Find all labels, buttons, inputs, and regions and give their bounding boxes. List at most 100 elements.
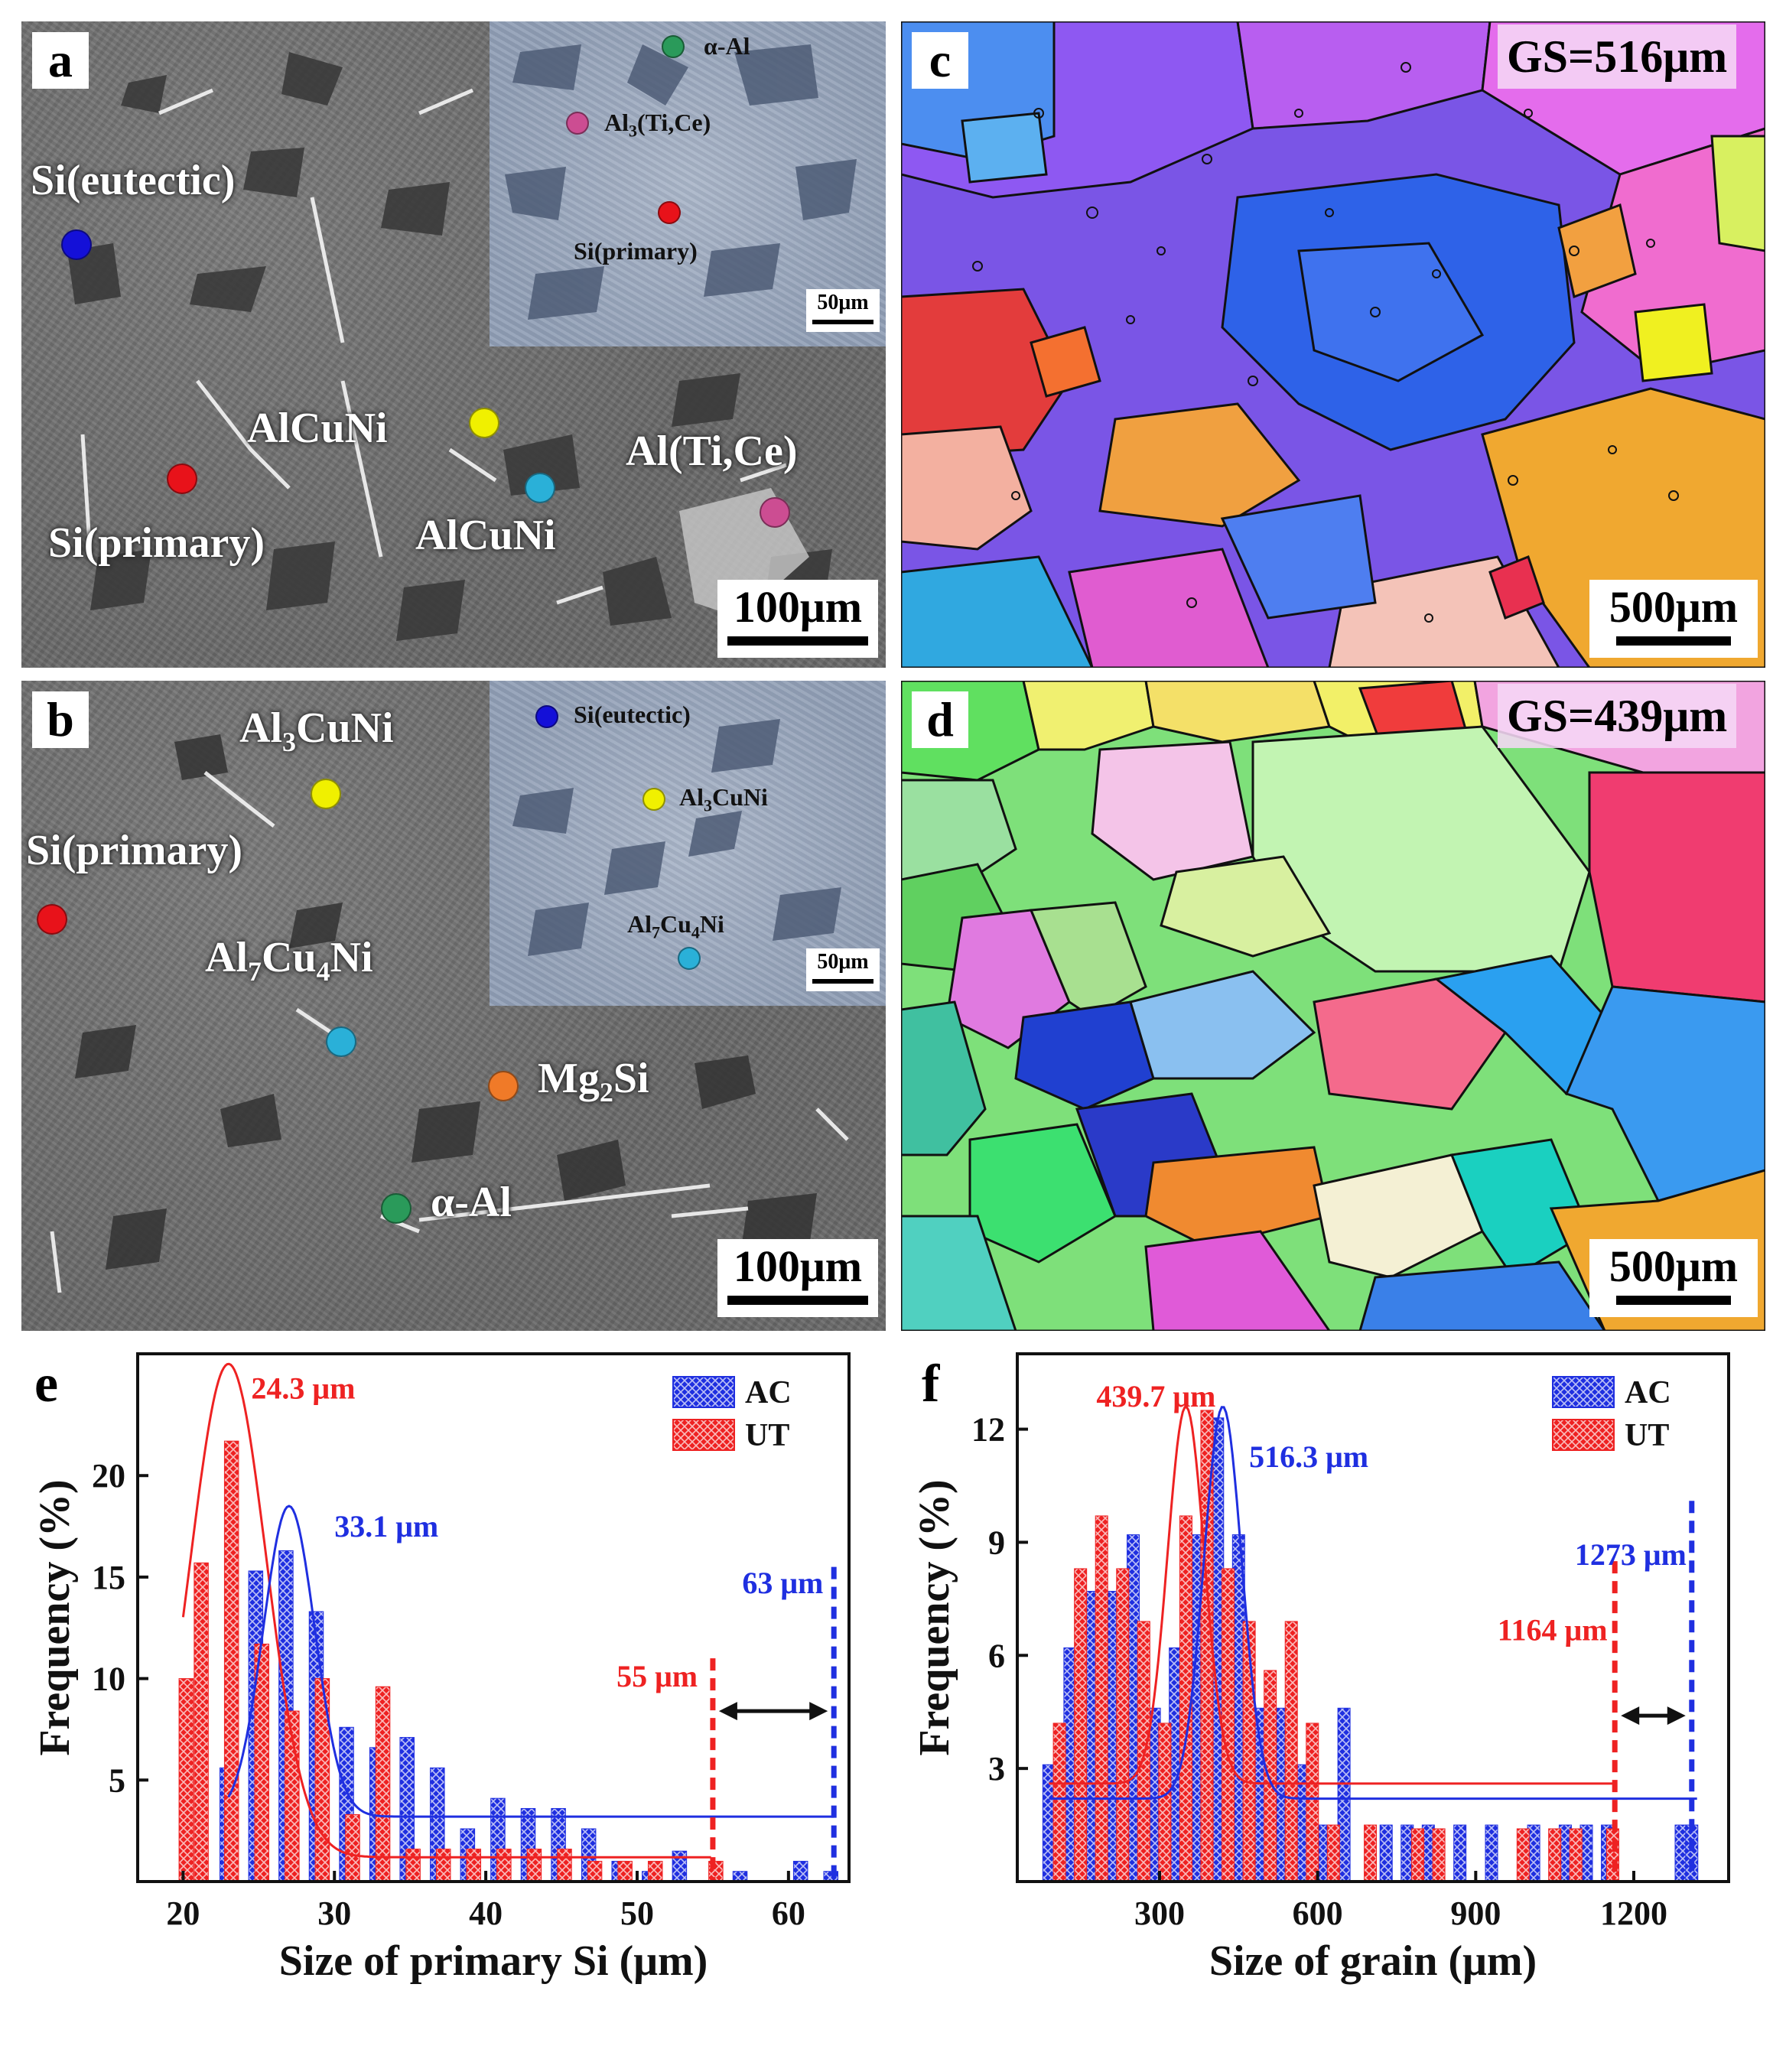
panel-d-ebsd-map: d GS=439μm 500μm: [901, 681, 1765, 1331]
alpha-al-dot: [662, 35, 685, 58]
a-si-eutectic-label: Si(eutectic): [31, 157, 236, 204]
ut-bar: [557, 1849, 572, 1882]
ut-peak-annotation: 24.3 μm: [251, 1371, 355, 1405]
ut-bar: [526, 1849, 542, 1882]
c-scalebar: 500μm: [1589, 580, 1758, 658]
inset-a-al3tice-sub: 3: [629, 121, 637, 141]
inset-b-scale-line: [812, 979, 873, 984]
inset-b-phases: [512, 719, 841, 956]
x-tick-label: 900: [1450, 1895, 1501, 1932]
d-scale-line: [1616, 1296, 1731, 1305]
ac-bar: [1453, 1824, 1467, 1882]
ut-bar: [345, 1813, 360, 1882]
ut-bar: [1074, 1568, 1088, 1882]
y-tick-label: 12: [971, 1411, 1005, 1449]
b-scalebar: 100μm: [717, 1239, 878, 1317]
x-tick-label: 60: [772, 1895, 805, 1932]
ut-bar: [405, 1849, 421, 1882]
range-arrow-right-head: [809, 1702, 828, 1721]
inset-a-scalebar: 50μm: [806, 289, 880, 332]
ut-bar: [375, 1686, 391, 1882]
inset-a-al3tice-rest: (Ti,Ce): [637, 109, 711, 136]
b-mg2si-mg: Mg: [538, 1055, 600, 1102]
ac-peak-annotation: 516.3 μm: [1249, 1439, 1368, 1474]
a-al7cu4ni-ni: Ni: [512, 512, 556, 559]
b-al7cu4ni-cu: Cu: [262, 934, 317, 981]
ebsd-grains-d: [901, 681, 1765, 1331]
panel-b-micrograph: Si(eutectic) Al3CuNi Al7Cu4Ni 50μm b Al3…: [21, 681, 886, 1331]
b-alpha-al-label: α-Al: [431, 1179, 512, 1226]
panel-a-micrograph: α-Al Al3(Ti,Ce) Si(primary) 50μm a Si(eu…: [21, 21, 886, 668]
ac-fit-curve: [1049, 1406, 1697, 1800]
ac-max-annotation: 1273 μm: [1575, 1537, 1687, 1572]
b-al3cuni-dot: [311, 779, 341, 809]
y-tick-label: 3: [988, 1750, 1005, 1787]
inset-a-scale-line: [812, 320, 873, 324]
legend-label-ac: AC: [745, 1375, 792, 1410]
legend-swatch-ut: [1552, 1419, 1615, 1451]
a-al7cu4ni-al: Al: [415, 512, 458, 559]
ut-bar: [647, 1860, 663, 1882]
ut-bar: [1179, 1515, 1192, 1882]
x-axis-label: Size of primary Si (μm): [279, 1937, 708, 1985]
legend-label-ut: UT: [1625, 1418, 1669, 1453]
a-scale-line: [727, 636, 868, 646]
inset-b-scalebar: 50μm: [806, 948, 880, 991]
panel-a-inset: α-Al Al3(Ti,Ce) Si(primary) 50μm: [490, 21, 886, 346]
b-al3cuni-sub: 3: [282, 727, 296, 758]
ut-bar: [1548, 1828, 1562, 1882]
ut-bar: [1364, 1824, 1378, 1882]
y-tick-label: 15: [92, 1559, 125, 1596]
range-arrow-left-head: [718, 1702, 737, 1721]
panel-b-inset: Si(eutectic) Al3CuNi Al7Cu4Ni 50μm: [490, 681, 886, 1006]
ac-bar: [672, 1850, 688, 1882]
d-scalebar: 500μm: [1589, 1239, 1758, 1317]
ut-bar: [1569, 1828, 1583, 1882]
b-al7cu4ni-label: Al7Cu4Ni: [205, 933, 373, 987]
inset-b-al7cu4ni-label: Al7Cu4Ni: [627, 910, 724, 942]
ebsd-grains-c: [901, 21, 1765, 668]
ut-fit-curve: [181, 1362, 711, 1859]
inset-b-si-eutectic-dot: [535, 705, 558, 728]
x-tick-label: 50: [620, 1895, 654, 1932]
legend-label-ac: AC: [1625, 1375, 1671, 1410]
inset-a-al3tice-label: Al3(Ti,Ce): [604, 109, 711, 141]
ut-bar: [587, 1860, 603, 1882]
b-scale-line: [727, 1296, 868, 1305]
chart-f: 300 600 900 1200 3 6 9 12 Size of grain (μm) Freq…: [911, 1352, 1730, 1985]
panel-c-ebsd-map: c GS=516μm 500μm: [901, 21, 1765, 668]
a-si-eutectic-dot: [61, 229, 92, 260]
ut-bar: [617, 1860, 633, 1882]
inset-b-al3cuni-sub: 3: [704, 795, 712, 815]
a-al7cu4ni-cu: Cu: [458, 512, 513, 559]
inset-a-si-primary-label: Si(primary): [574, 237, 698, 265]
ac-bar: [1485, 1824, 1498, 1882]
range-arrow-left-head: [1621, 1706, 1640, 1726]
inset-a-al3tice-al: Al: [604, 109, 629, 136]
b-mg2si-dot: [488, 1071, 519, 1101]
ut-bar: [1284, 1621, 1298, 1882]
a-al3tice-dot: [760, 497, 790, 528]
al3tice-dot: [566, 112, 589, 135]
b-al3cuni-al: Al: [239, 704, 282, 752]
a-al3cuni-dot: [469, 408, 499, 438]
y-tick-label: 10: [92, 1661, 125, 1698]
ut-bar: [223, 1440, 239, 1882]
d-grain-size: GS=439μm: [1498, 684, 1737, 748]
a-al3cuni-al: Al: [247, 405, 290, 452]
b-al3cuni-rest: CuNi: [296, 704, 394, 752]
inset-b-al7cu4ni-dot: [678, 947, 701, 970]
ut-bar: [1411, 1828, 1425, 1882]
ut-bar: [1432, 1828, 1446, 1882]
b-al7cu4ni-ni: Ni: [330, 934, 373, 981]
inset-b-al7cu4ni-al: Al: [627, 910, 652, 938]
b-al7cu4ni-al: Al: [205, 934, 248, 981]
a-al7cu4ni-label: AlCuNi: [415, 511, 556, 560]
a-al3tice-label: Al(Ti,Ce): [626, 427, 798, 476]
panel-b-label: b: [32, 691, 89, 748]
chart-e: 20 30 40 50 60 5 10 15 20 Size of primary Si (μm)…: [31, 1352, 851, 1985]
b-scale-text: 100μm: [733, 1241, 863, 1291]
ac-max-annotation: 63 μm: [742, 1566, 823, 1600]
x-tick-label: 600: [1293, 1895, 1343, 1932]
c-scale-line: [1616, 636, 1731, 646]
